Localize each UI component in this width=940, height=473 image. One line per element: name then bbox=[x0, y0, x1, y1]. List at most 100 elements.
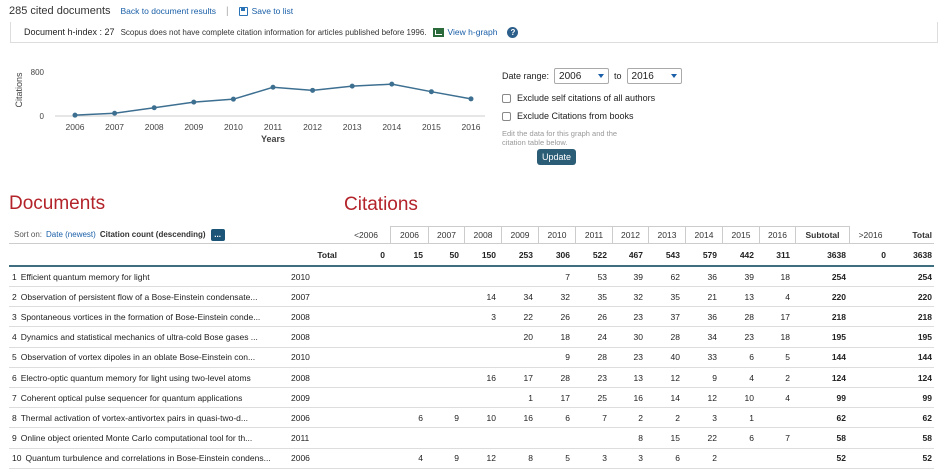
total-cell: 15 bbox=[413, 249, 423, 260]
column-header[interactable]: 2012 bbox=[612, 226, 648, 243]
citation-cell: 99 bbox=[836, 392, 846, 403]
citation-cell: 40 bbox=[670, 352, 680, 363]
data-point-2015 bbox=[428, 89, 434, 95]
document-title-text[interactable]: Dynamics and statistical mechanics of ul… bbox=[20, 332, 258, 343]
column-header[interactable]: 2006 bbox=[390, 226, 428, 243]
to-year-select[interactable]: 2016 bbox=[626, 68, 682, 84]
document-title-text[interactable]: Efficient quantum memory for light bbox=[20, 271, 150, 282]
citation-cell bbox=[759, 449, 795, 468]
sort-citation-count[interactable]: Citation count (descending) bbox=[99, 230, 206, 239]
exclude-books-checkbox[interactable] bbox=[502, 111, 511, 121]
document-title[interactable]: 5 Observation of vortex dipoles in an obl… bbox=[12, 348, 255, 367]
total-cell: 579 bbox=[702, 249, 717, 260]
view-h-graph-link[interactable]: View h-graph bbox=[447, 27, 498, 37]
citation-cell: 9 bbox=[712, 372, 717, 383]
publication-year: 2006 bbox=[291, 453, 310, 464]
citation-cell: 23 bbox=[744, 332, 754, 343]
data-point-2012 bbox=[310, 87, 316, 93]
document-title-text[interactable]: Spontaneous vortices in the formation of… bbox=[20, 311, 261, 322]
citation-cell: 13 bbox=[633, 372, 643, 383]
document-title-text[interactable]: Coherent optical pulse sequencer for qua… bbox=[20, 392, 243, 403]
citation-cell bbox=[342, 328, 390, 347]
column-header[interactable]: 2009 bbox=[501, 226, 538, 243]
document-title[interactable]: 8 Thermal activation of vortex-antivortex… bbox=[12, 408, 248, 427]
exclude-books-citations[interactable]: Exclude Citations from books bbox=[502, 111, 702, 121]
sort-date-newest[interactable]: Date (newest) bbox=[46, 230, 96, 239]
top-bar: 285 cited documents Back to document res… bbox=[0, 0, 940, 22]
citation-cell: 220 bbox=[831, 291, 846, 302]
total-cell: 306 bbox=[555, 249, 570, 260]
column-header[interactable]: 2016 bbox=[759, 226, 795, 243]
citation-cell: 220 bbox=[917, 291, 932, 302]
document-title[interactable]: 10 Quantum turbulence and correlations in… bbox=[12, 449, 271, 468]
citation-cell bbox=[850, 368, 891, 387]
document-title-text[interactable]: Observation of vortex dipoles in an obla… bbox=[20, 352, 256, 363]
citation-cell: 52 bbox=[922, 453, 932, 464]
citation-cell: 1 bbox=[528, 392, 533, 403]
citation-cell bbox=[464, 429, 501, 448]
publication-year: 2008 bbox=[291, 372, 310, 383]
more-options-button[interactable]: ... bbox=[210, 228, 225, 241]
document-title-text[interactable]: Thermal activation of vortex-antivortex … bbox=[20, 412, 248, 423]
h-index-note: Scopus does not have complete citation i… bbox=[120, 27, 427, 37]
total-cell: 3638 bbox=[913, 249, 932, 260]
citation-cell: 7 bbox=[785, 433, 790, 444]
citation-cell: 10 bbox=[486, 412, 496, 423]
column-header[interactable]: 2007 bbox=[428, 226, 464, 243]
exclude-self-checkbox[interactable] bbox=[502, 93, 511, 103]
document-title-text[interactable]: Online object oriented Monte Carlo compu… bbox=[20, 433, 253, 444]
document-title-text[interactable]: Quantum turbulence and correlations in B… bbox=[25, 453, 271, 464]
document-title[interactable]: 7 Coherent optical pulse sequencer for qu… bbox=[12, 388, 242, 407]
help-icon[interactable]: ? bbox=[507, 26, 519, 38]
citation-cell: 2 bbox=[638, 412, 643, 423]
save-to-list-link[interactable]: Save to list bbox=[251, 6, 294, 16]
citation-cell: 17 bbox=[560, 392, 570, 403]
table-row: 8 Thermal activation of vortex-antivortex… bbox=[9, 408, 934, 429]
citations-chart: Citations 800 0 2006 2007 2008 2009 2010 2011… bbox=[14, 68, 485, 144]
document-title[interactable]: 3 Spontaneous vortices in the formation o… bbox=[12, 307, 260, 326]
document-title-text[interactable]: Electro-optic quantum memory for light u… bbox=[20, 372, 251, 383]
exclude-self-citations[interactable]: Exclude self citations of all authors bbox=[502, 93, 702, 103]
citation-cell bbox=[342, 348, 390, 367]
back-to-results-link[interactable]: Back to document results bbox=[120, 6, 216, 16]
from-year-select[interactable]: 2006 bbox=[554, 68, 610, 84]
citation-cell: 12 bbox=[486, 453, 496, 464]
save-to-list[interactable]: Save to list bbox=[238, 6, 294, 16]
column-header[interactable]: 2014 bbox=[685, 226, 722, 243]
update-button[interactable]: Update bbox=[537, 149, 576, 165]
column-header[interactable]: 2013 bbox=[648, 226, 685, 243]
citation-cell: 1 bbox=[749, 412, 754, 423]
citation-cell: 62 bbox=[670, 271, 680, 282]
exclude-books-label: Exclude Citations from books bbox=[517, 111, 634, 121]
column-header[interactable]: 2010 bbox=[538, 226, 575, 243]
view-h-graph[interactable]: View h-graph bbox=[432, 27, 498, 37]
citation-cell: 23 bbox=[633, 352, 643, 363]
citation-cell: 6 bbox=[749, 352, 754, 363]
document-title[interactable]: 1 Efficient quantum memory for light bbox=[12, 267, 150, 286]
document-title[interactable]: 9 Online object oriented Monte Carlo comp… bbox=[12, 429, 252, 448]
citation-cell: 3 bbox=[638, 453, 643, 464]
column-header[interactable]: 2015 bbox=[722, 226, 759, 243]
document-title[interactable]: 4 Dynamics and statistical mechanics of u… bbox=[12, 328, 258, 347]
citation-cell: 195 bbox=[831, 332, 846, 343]
citation-cell: 25 bbox=[597, 392, 607, 403]
citation-cell bbox=[428, 267, 464, 286]
document-title[interactable]: 2 Observation of persistent flow of a Bos… bbox=[12, 287, 257, 306]
publication-year: 2011 bbox=[291, 433, 310, 444]
column-header[interactable]: 2011 bbox=[575, 226, 612, 243]
exclude-self-label: Exclude self citations of all authors bbox=[517, 93, 656, 103]
total-cell: 3638 bbox=[827, 249, 846, 260]
citation-cell: 10 bbox=[744, 392, 754, 403]
x-tick-2016: 2016 bbox=[462, 122, 481, 132]
citation-cell bbox=[428, 287, 464, 306]
row-number: 4 bbox=[12, 332, 17, 343]
document-title[interactable]: 6 Electro-optic quantum memory for light … bbox=[12, 368, 251, 387]
x-axis-label: Years bbox=[261, 134, 285, 144]
citation-cell: 6 bbox=[675, 453, 680, 464]
column-header: >2016 bbox=[858, 229, 883, 240]
table-row: 6 Electro-optic quantum memory for light … bbox=[9, 368, 934, 388]
document-title-text[interactable]: Observation of persistent flow of a Bose… bbox=[20, 291, 258, 302]
citation-cell: 52 bbox=[836, 453, 846, 464]
citation-cell: 13 bbox=[744, 291, 754, 302]
column-header[interactable]: 2008 bbox=[464, 226, 501, 243]
